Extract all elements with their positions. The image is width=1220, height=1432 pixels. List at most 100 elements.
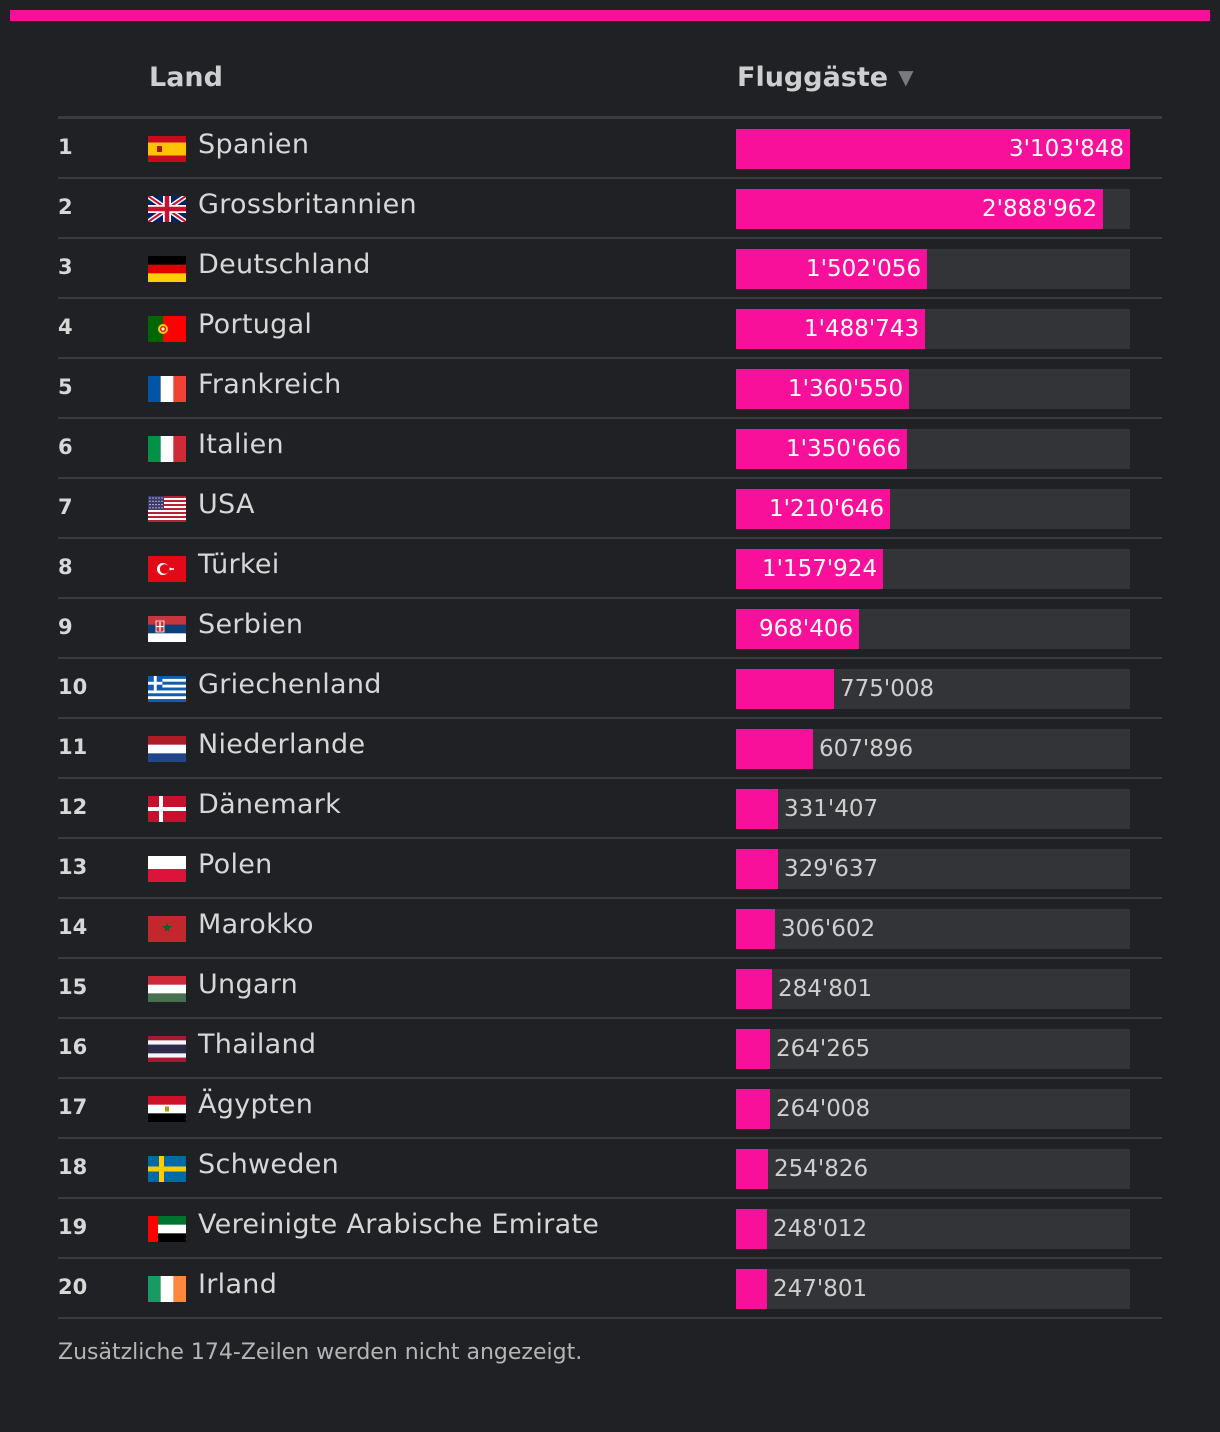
bar-fill bbox=[736, 369, 909, 409]
bar-fill bbox=[736, 1089, 770, 1129]
table-row: 7 USA 1'210'646 bbox=[58, 479, 1162, 539]
country-name: Ungarn bbox=[198, 969, 299, 1000]
country-name: Grossbritannien bbox=[198, 189, 417, 220]
table-row: 11 Niederlande 607'896 bbox=[58, 719, 1162, 779]
bar-track: 968'406 bbox=[736, 609, 1130, 649]
bar-track: 607'896 bbox=[736, 729, 1130, 769]
country-name: Griechenland bbox=[198, 669, 382, 700]
table-row: 17 Ägypten 264'008 bbox=[58, 1079, 1162, 1139]
country-name: Serbien bbox=[198, 609, 304, 640]
header-divider bbox=[58, 116, 1162, 119]
flag-fr-icon bbox=[148, 376, 186, 402]
country-name: Niederlande bbox=[198, 729, 366, 760]
flag-gr-icon bbox=[148, 676, 186, 702]
column-header-fluggaeste-label: Fluggäste bbox=[737, 62, 889, 93]
table-row: 14 Marokko 306'602 bbox=[58, 899, 1162, 959]
bar-fill bbox=[736, 609, 859, 649]
rank-number: 14 bbox=[58, 915, 88, 939]
bar-value-label: 264'265 bbox=[776, 1036, 871, 1062]
country-name: Frankreich bbox=[198, 369, 342, 400]
flag-th-icon bbox=[148, 1036, 186, 1062]
bar-fill bbox=[736, 969, 772, 1009]
rank-number: 19 bbox=[58, 1215, 88, 1239]
country-name: Marokko bbox=[198, 909, 314, 940]
rank-number: 6 bbox=[58, 435, 73, 459]
flag-pt-icon bbox=[148, 316, 186, 342]
flag-se-icon bbox=[148, 1156, 186, 1182]
bar-fill bbox=[736, 909, 775, 949]
bar-track: 284'801 bbox=[736, 969, 1130, 1009]
bar-value-label: 329'637 bbox=[784, 856, 879, 882]
bar-fill bbox=[736, 549, 883, 589]
bar-track: 329'637 bbox=[736, 849, 1130, 889]
flag-nl-icon bbox=[148, 736, 186, 762]
flag-eg-icon bbox=[148, 1096, 186, 1122]
bar-fill bbox=[736, 429, 907, 469]
column-header-land[interactable]: Land bbox=[149, 62, 223, 93]
bar-value-label: 248'012 bbox=[773, 1216, 868, 1242]
bar-fill bbox=[736, 489, 890, 529]
bar-fill bbox=[736, 1149, 768, 1189]
flag-hu-icon bbox=[148, 976, 186, 1002]
bar-fill bbox=[736, 789, 778, 829]
rank-number: 1 bbox=[58, 135, 73, 159]
flag-de-icon bbox=[148, 256, 186, 282]
flag-rs-icon bbox=[148, 616, 186, 642]
country-name: Türkei bbox=[198, 549, 280, 580]
bar-track: 1'210'646 bbox=[736, 489, 1130, 529]
table-row: 9 Serbien 968'406 bbox=[58, 599, 1162, 659]
table-row: 10 Griechenland 775'008 bbox=[58, 659, 1162, 719]
bar-track: 264'265 bbox=[736, 1029, 1130, 1069]
bar-track: 247'801 bbox=[736, 1269, 1130, 1309]
table-row: 2 Grossbritannien 2'888'962 bbox=[58, 179, 1162, 239]
table-header: Land Fluggäste ▼ bbox=[58, 60, 1162, 116]
table-row: 5 Frankreich 1'360'550 bbox=[58, 359, 1162, 419]
rank-number: 17 bbox=[58, 1095, 88, 1119]
table-row: 8 Türkei 1'157'924 bbox=[58, 539, 1162, 599]
bar-track: 1'157'924 bbox=[736, 549, 1130, 589]
bar-fill bbox=[736, 309, 925, 349]
bar-fill bbox=[736, 849, 778, 889]
bar-value-label: 775'008 bbox=[840, 676, 935, 702]
bar-value-label: 1'157'924 bbox=[762, 556, 878, 582]
flag-ie-icon bbox=[148, 1276, 186, 1302]
rank-number: 20 bbox=[58, 1275, 88, 1299]
flag-ae-icon bbox=[148, 1216, 186, 1242]
bar-track: 331'407 bbox=[736, 789, 1130, 829]
bar-track: 775'008 bbox=[736, 669, 1130, 709]
country-name: Italien bbox=[198, 429, 284, 460]
table-row: 12 Dänemark 331'407 bbox=[58, 779, 1162, 839]
bar-value-label: 1'360'550 bbox=[788, 376, 904, 402]
flag-us-icon bbox=[148, 496, 186, 522]
country-name: Schweden bbox=[198, 1149, 340, 1180]
bar-value-label: 2'888'962 bbox=[982, 196, 1098, 222]
table-row: 20 Irland 247'801 bbox=[58, 1259, 1162, 1319]
column-header-fluggaeste[interactable]: Fluggäste ▼ bbox=[737, 62, 913, 93]
bar-fill bbox=[736, 1269, 767, 1309]
country-name: Dänemark bbox=[198, 789, 342, 820]
rank-number: 11 bbox=[58, 735, 88, 759]
bar-value-label: 306'602 bbox=[781, 916, 876, 942]
bar-track: 3'103'848 bbox=[736, 129, 1130, 169]
bar-track: 248'012 bbox=[736, 1209, 1130, 1249]
country-name: Vereinigte Arabische Emirate bbox=[198, 1209, 600, 1240]
country-name: Polen bbox=[198, 849, 273, 880]
bar-track: 254'826 bbox=[736, 1149, 1130, 1189]
country-name: Irland bbox=[198, 1269, 278, 1300]
rank-number: 2 bbox=[58, 195, 73, 219]
table-row: 16 Thailand 264'265 bbox=[58, 1019, 1162, 1079]
country-name: Portugal bbox=[198, 309, 313, 340]
rank-number: 16 bbox=[58, 1035, 88, 1059]
accent-top-bar bbox=[10, 10, 1210, 21]
flag-dk-icon bbox=[148, 796, 186, 822]
bar-value-label: 331'407 bbox=[784, 796, 879, 822]
bar-fill bbox=[736, 249, 927, 289]
country-name: Spanien bbox=[198, 129, 310, 160]
sort-descending-icon[interactable]: ▼ bbox=[898, 65, 914, 89]
table-row: 18 Schweden 254'826 bbox=[58, 1139, 1162, 1199]
country-name: Thailand bbox=[198, 1029, 317, 1060]
rank-number: 4 bbox=[58, 315, 73, 339]
flag-it-icon bbox=[148, 436, 186, 462]
bar-fill bbox=[736, 1029, 770, 1069]
footer-note: Zusätzliche 174-Zeilen werden nicht ange… bbox=[58, 1340, 583, 1365]
